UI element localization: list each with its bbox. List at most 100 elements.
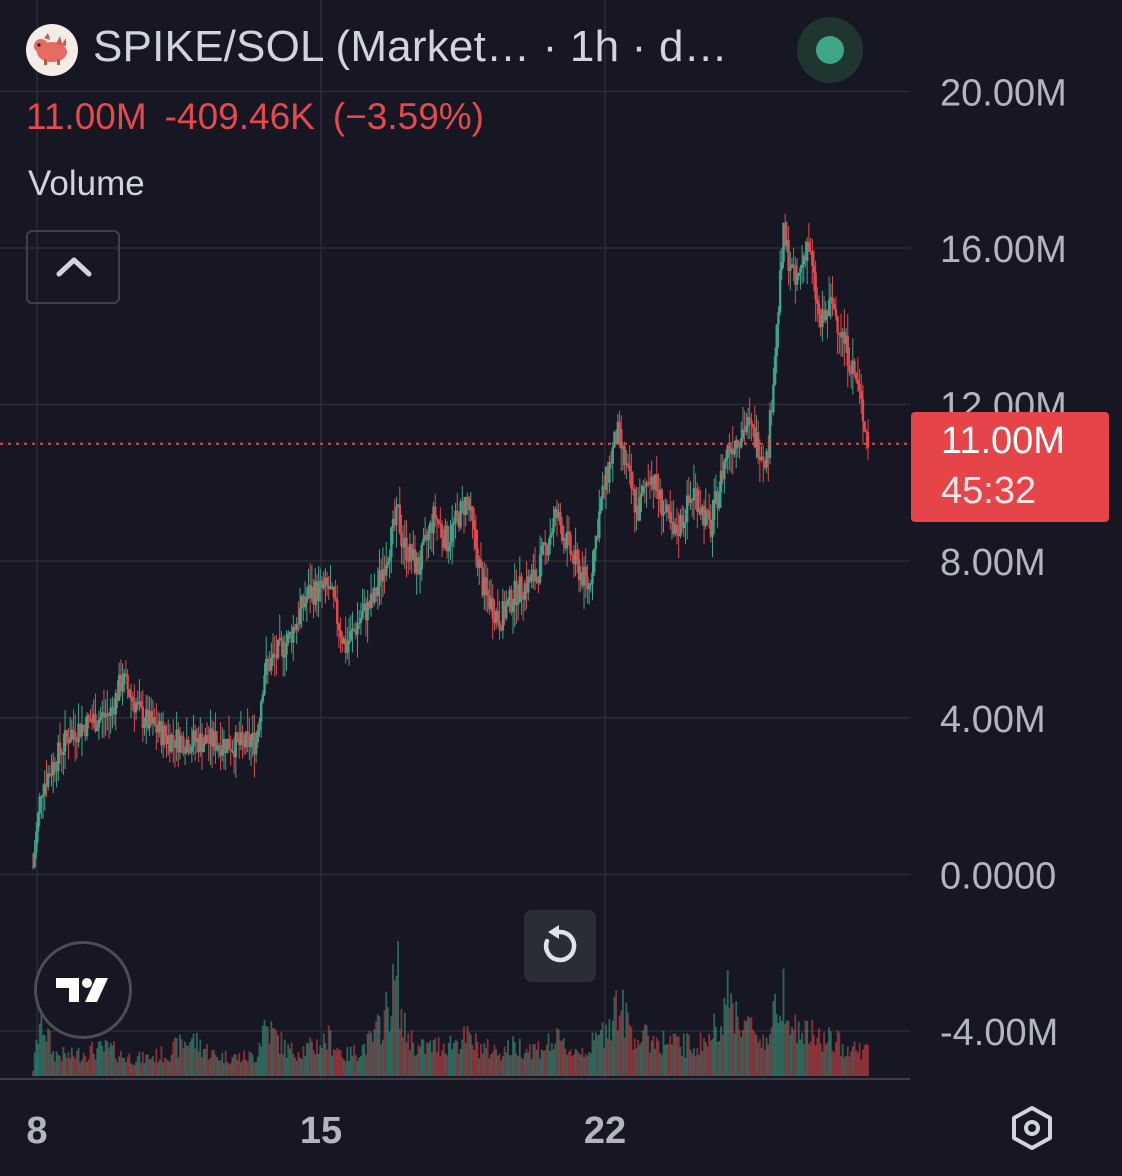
- volume-bar: [40, 991, 43, 1076]
- candle-body: [273, 653, 276, 656]
- candle-body: [782, 222, 785, 263]
- volume-bar: [813, 1034, 815, 1076]
- volume-bar: [760, 1047, 763, 1076]
- volume-bar: [862, 1049, 864, 1076]
- candle-body: [464, 496, 467, 516]
- volume-bar: [131, 1064, 134, 1076]
- volume-bar: [505, 1052, 508, 1076]
- volume-bar: [212, 1049, 215, 1076]
- volume-bar: [392, 964, 394, 1076]
- candle-body: [484, 577, 488, 590]
- candle-body: [439, 523, 442, 525]
- candle-body: [80, 725, 84, 737]
- volume-bar: [735, 1001, 738, 1076]
- volume-bar: [481, 1053, 484, 1076]
- candle-body: [429, 522, 432, 532]
- volume-bar: [316, 1039, 318, 1076]
- volume-bar: [182, 1048, 185, 1076]
- volume-bar: [545, 1044, 548, 1076]
- candle-body: [261, 694, 265, 702]
- candle-body: [454, 510, 457, 523]
- candle-body: [435, 518, 439, 520]
- volume-bar: [216, 1057, 219, 1076]
- candle-body: [851, 360, 855, 374]
- candle-body: [829, 297, 833, 300]
- collapse-legend-button[interactable]: [26, 230, 120, 304]
- candle-body: [743, 429, 746, 433]
- candle-body: [550, 532, 554, 536]
- volume-bar: [821, 1051, 824, 1076]
- candle-body: [58, 742, 62, 754]
- candle-body: [630, 471, 633, 489]
- candle-body: [87, 715, 90, 719]
- volume-bar: [339, 1050, 342, 1076]
- candle-body: [401, 546, 405, 548]
- candle-body: [308, 585, 312, 599]
- volume-bar: [742, 1030, 744, 1076]
- volume-bar: [322, 1033, 325, 1076]
- volume-bar: [804, 1020, 807, 1076]
- candle-body: [631, 488, 635, 490]
- tradingview-logo-icon[interactable]: [34, 941, 132, 1039]
- volume-bar: [620, 1010, 623, 1076]
- volume-bar: [495, 1049, 498, 1076]
- volume-bar: [843, 1057, 846, 1076]
- volume-bar: [608, 1019, 611, 1076]
- volume-bar: [402, 1037, 405, 1076]
- chart-settings-button[interactable]: [1004, 1100, 1060, 1156]
- volume-bar: [468, 1031, 470, 1076]
- volume-bar: [687, 1035, 690, 1076]
- candle-body: [60, 753, 63, 755]
- volume-bar: [64, 1053, 66, 1076]
- candle-body: [474, 529, 478, 549]
- volume-bar: [818, 1028, 820, 1076]
- candle-body: [489, 598, 493, 609]
- volume-bar: [633, 1038, 636, 1076]
- candle-body: [236, 732, 239, 740]
- reset-chart-button[interactable]: [524, 910, 596, 982]
- volume-bar: [69, 1058, 72, 1076]
- candle-body: [385, 564, 388, 576]
- volume-bar: [584, 1054, 587, 1076]
- candle-body: [674, 524, 677, 535]
- volume-bar: [779, 1015, 782, 1076]
- candle-body: [827, 299, 831, 317]
- candle-body: [361, 610, 364, 618]
- volume-bar: [642, 1030, 645, 1076]
- volume-bar: [809, 1041, 812, 1076]
- candle-body: [229, 749, 232, 752]
- bar-countdown: 45:32: [941, 470, 1037, 512]
- volume-bar: [540, 1049, 543, 1076]
- symbol-title[interactable]: SPIKE/SOL (Market… · 1h · d…: [93, 22, 728, 71]
- candle-body: [511, 605, 515, 613]
- volume-indicator-label[interactable]: Volume: [28, 164, 145, 203]
- candle-body: [270, 657, 273, 671]
- volume-bar: [334, 1050, 337, 1076]
- volume-bar: [474, 1033, 477, 1076]
- volume-bar: [486, 1038, 489, 1076]
- volume-bar: [645, 1025, 648, 1076]
- volume-bar: [654, 1048, 656, 1076]
- candle-body: [625, 463, 628, 465]
- spike-dog-logo-icon: [26, 24, 78, 76]
- volume-bar: [248, 1051, 251, 1076]
- candle-body: [609, 461, 613, 464]
- candle-body: [839, 334, 843, 338]
- candle-body: [741, 429, 745, 439]
- volume-bar: [554, 1043, 557, 1076]
- candle-body: [711, 520, 714, 537]
- volume-bar: [295, 1060, 298, 1076]
- volume-bar: [297, 1052, 300, 1076]
- volume-bar: [591, 1032, 594, 1076]
- volume-bar: [152, 1056, 154, 1076]
- candle-body: [248, 734, 251, 748]
- volume-bar: [571, 1055, 574, 1076]
- candle-body: [114, 692, 117, 715]
- candle-body: [55, 770, 58, 772]
- candle-body: [204, 735, 207, 745]
- candle-body: [94, 714, 97, 732]
- volume-bar: [87, 1059, 90, 1076]
- volume-bar: [801, 1033, 804, 1076]
